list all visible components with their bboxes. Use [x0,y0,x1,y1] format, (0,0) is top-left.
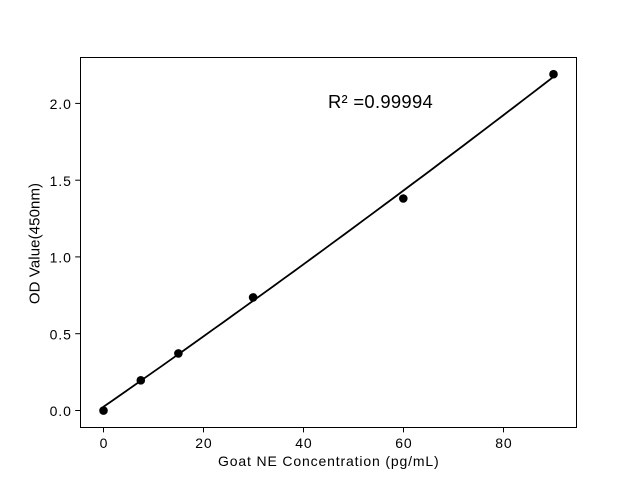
svg-text:80: 80 [495,435,512,451]
svg-text:1.0: 1.0 [50,250,72,266]
svg-text:60: 60 [395,435,412,451]
svg-text:Goat NE Concentration (pg/mL): Goat NE Concentration (pg/mL) [218,453,440,469]
svg-text:20: 20 [195,435,212,451]
svg-text:OD Value(450nm): OD Value(450nm) [26,183,43,304]
svg-text:R² =0.99994: R² =0.99994 [328,91,433,112]
svg-text:1.5: 1.5 [50,173,72,189]
svg-text:0.5: 0.5 [50,326,72,342]
svg-text:2.0: 2.0 [50,96,72,112]
svg-text:0.0: 0.0 [50,403,72,419]
svg-text:0: 0 [100,435,108,451]
svg-text:40: 40 [295,435,312,451]
